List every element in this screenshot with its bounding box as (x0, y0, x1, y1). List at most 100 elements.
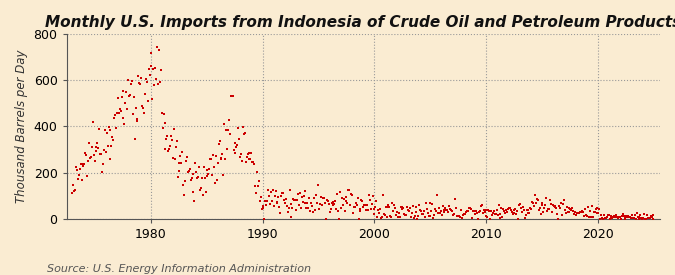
Point (238, 132, 249, 136)
Point (496, 206, 507, 210)
Point (373, 208, 383, 212)
Point (630, 216, 641, 221)
Point (490, 211, 501, 216)
Point (248, 162, 259, 166)
Point (614, 215, 625, 219)
Point (171, 139, 182, 143)
Title: Monthly U.S. Imports from Indonesia of Crude Oil and Petroleum Products: Monthly U.S. Imports from Indonesia of C… (45, 15, 675, 30)
Point (552, 211, 563, 216)
Point (396, 205, 406, 209)
Point (521, 208, 532, 213)
Point (574, 211, 585, 216)
Point (584, 214, 595, 219)
Point (135, 81, 146, 86)
Point (102, 144, 113, 148)
Point (379, 212, 389, 216)
Point (288, 196, 299, 201)
Point (545, 198, 556, 203)
Point (323, 202, 334, 206)
Point (622, 215, 632, 219)
Point (406, 214, 416, 219)
Point (291, 208, 302, 212)
Point (362, 203, 373, 207)
Point (577, 210, 588, 214)
Point (369, 212, 380, 216)
Point (628, 216, 639, 220)
Point (646, 214, 657, 219)
Point (97, 170, 107, 174)
Point (392, 214, 403, 219)
Point (462, 209, 472, 214)
Point (504, 206, 514, 210)
Point (190, 161, 200, 166)
Point (109, 116, 119, 120)
Point (340, 195, 351, 199)
Point (403, 208, 414, 212)
Point (299, 200, 310, 205)
Point (387, 200, 398, 205)
Point (460, 212, 470, 217)
Point (616, 213, 627, 218)
Point (447, 209, 458, 213)
Point (76, 161, 87, 166)
Point (178, 183, 188, 187)
Point (265, 202, 275, 206)
Point (213, 161, 223, 166)
Point (472, 216, 483, 221)
Point (255, 194, 266, 199)
Point (555, 206, 566, 210)
Point (292, 198, 302, 203)
Point (196, 175, 207, 180)
Point (576, 208, 587, 213)
Point (394, 214, 405, 219)
Point (140, 77, 151, 81)
Point (392, 210, 402, 214)
Point (399, 211, 410, 216)
Point (235, 155, 246, 159)
Point (348, 205, 359, 210)
Point (74, 173, 84, 177)
Point (87, 120, 98, 125)
Point (499, 209, 510, 214)
Point (247, 160, 258, 164)
Point (72, 168, 82, 172)
Point (140, 92, 151, 97)
Point (375, 207, 385, 211)
Point (69, 189, 80, 194)
Point (470, 211, 481, 216)
Point (241, 155, 252, 160)
Point (318, 196, 329, 200)
Point (458, 212, 469, 216)
Point (111, 126, 122, 130)
Point (508, 208, 519, 212)
Point (383, 203, 394, 207)
Point (155, 80, 165, 84)
Point (304, 196, 315, 200)
Point (281, 204, 292, 209)
Point (113, 96, 124, 101)
Point (285, 202, 296, 207)
Point (262, 199, 273, 204)
Point (169, 157, 180, 161)
Point (530, 193, 541, 198)
Point (572, 211, 583, 215)
Point (605, 215, 616, 219)
Point (591, 206, 602, 210)
Point (419, 215, 430, 219)
Point (454, 213, 465, 218)
Point (77, 178, 88, 183)
Point (147, 96, 158, 101)
Point (315, 201, 326, 206)
Point (101, 149, 111, 154)
Point (275, 211, 286, 215)
Point (146, 51, 157, 55)
Point (528, 200, 539, 205)
Point (416, 209, 427, 213)
Point (489, 209, 500, 213)
Point (162, 134, 173, 138)
Point (300, 188, 311, 193)
Point (492, 213, 503, 217)
Point (397, 204, 408, 209)
Point (413, 214, 424, 218)
Point (106, 144, 117, 148)
